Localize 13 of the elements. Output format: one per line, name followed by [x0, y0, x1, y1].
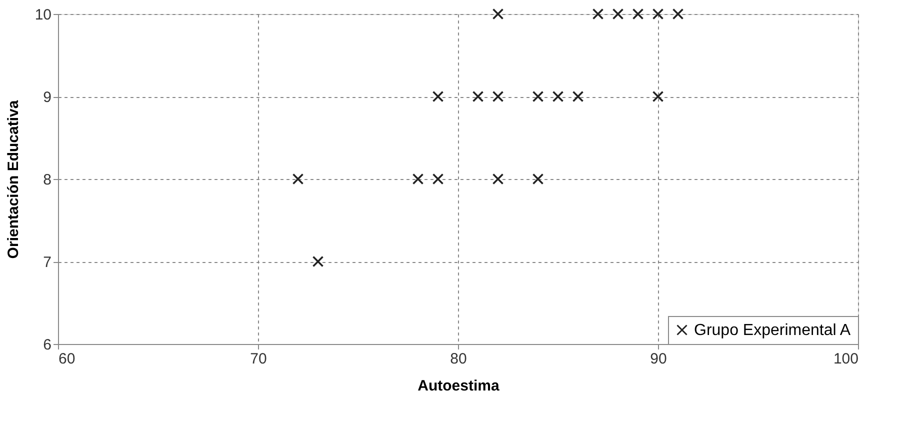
y-axis-title: Orientación Educativa [4, 100, 22, 259]
y-tick-label: 9 [43, 89, 52, 106]
y-tick-label: 8 [43, 172, 52, 188]
x-tick-label: 70 [250, 350, 267, 368]
x-tick-label: 100 [833, 350, 858, 368]
x-tick-label: 80 [450, 350, 467, 368]
x-axis-title: Autoestima [418, 378, 500, 394]
x-tick-label: 90 [650, 350, 667, 368]
x-tick-label: 60 [58, 350, 76, 368]
y-tick-label: 10 [34, 6, 52, 24]
y-tick-label: 7 [43, 254, 52, 271]
y-tick-label: 6 [43, 336, 52, 354]
legend-label: Grupo Experimental A [694, 322, 851, 339]
